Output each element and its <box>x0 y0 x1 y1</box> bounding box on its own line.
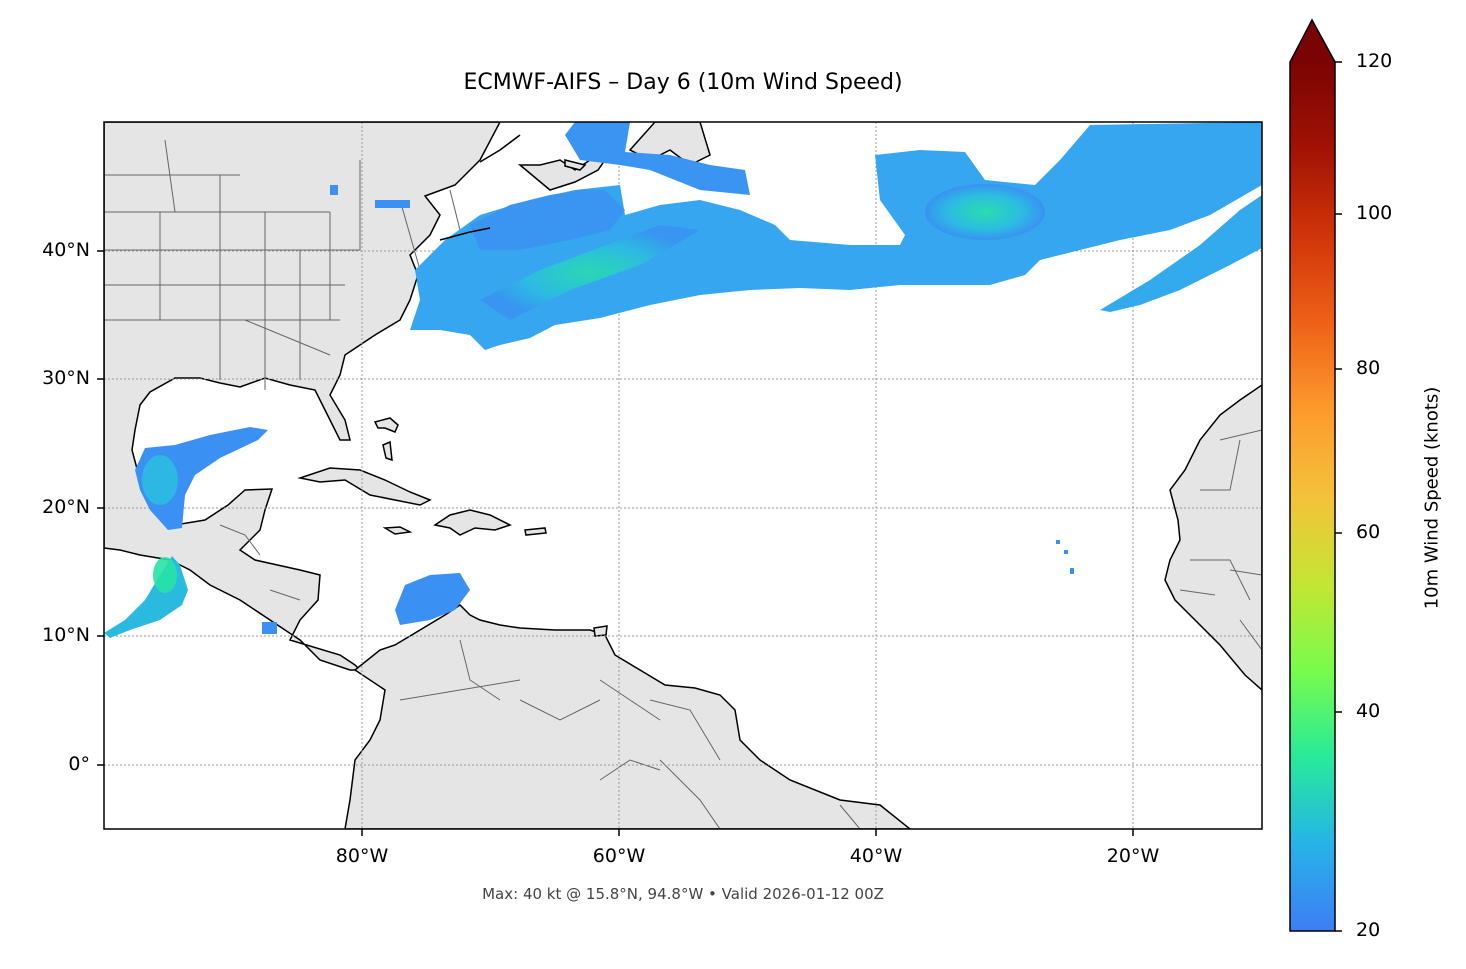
colorbar-fill <box>1290 62 1335 931</box>
axis-ticks <box>97 250 1134 836</box>
colorbar-tick-80: 80 <box>1356 357 1381 379</box>
cuba-land <box>297 467 432 506</box>
coastlines <box>439 134 521 241</box>
colorbar <box>1289 18 1342 932</box>
wind-area-gulf-core <box>142 455 178 505</box>
footer-caption: Max: 40 kt @ 15.8°N, 94.8°W • Valid 2026… <box>482 885 884 903</box>
wind-area-core-2 <box>925 184 1045 240</box>
wind-area-tehuantepec-core <box>153 557 177 593</box>
lat-label-40n: 40°N <box>42 239 90 261</box>
africa-land <box>1164 384 1262 692</box>
lat-label-30n: 30°N <box>42 367 90 389</box>
colorbar-extend-arrow <box>1290 20 1335 62</box>
wind-area-small-2 <box>375 200 410 208</box>
wind-area-gulf-of-mexico <box>135 427 268 530</box>
wind-area-speck-1 <box>1056 540 1060 544</box>
jamaica-land <box>382 526 413 535</box>
colorbar-tick-60: 60 <box>1356 521 1381 543</box>
wind-speed-field <box>104 122 1262 638</box>
lon-label-20w: 20°W <box>1106 845 1160 867</box>
colorbar-label: 10m Wind Speed (knots) <box>1421 386 1443 610</box>
wind-area-small-3 <box>330 185 338 195</box>
trinidad-land <box>593 625 608 637</box>
colorbar-tick-20: 20 <box>1356 919 1381 941</box>
state-borders <box>104 139 1262 829</box>
lat-label-20n: 20°N <box>42 496 90 518</box>
wind-area-core-1 <box>480 225 700 320</box>
colorbar-tick-120: 120 <box>1356 50 1393 72</box>
wind-area-africa-streak <box>1100 195 1262 312</box>
bahamas-land <box>373 417 399 433</box>
wind-area-nova-scotia <box>470 190 625 250</box>
wind-area-caribbean <box>395 573 470 625</box>
wind-area-small-1 <box>262 622 277 634</box>
wind-area-gulf-st-lawrence <box>565 122 750 195</box>
bahamas-land-2 <box>382 440 393 462</box>
hispaniola-land <box>433 509 512 536</box>
colorbar-tick-40: 40 <box>1356 700 1381 722</box>
map-title: ECMWF-AIFS – Day 6 (10m Wind Speed) <box>463 70 903 95</box>
map-frame <box>103 121 1263 830</box>
lat-label-10n: 10°N <box>42 624 90 646</box>
lon-label-80w: 80°W <box>335 845 389 867</box>
colorbar-tick-100: 100 <box>1356 202 1393 224</box>
land-areas <box>104 122 1262 829</box>
lon-label-40w: 40°W <box>849 845 903 867</box>
wind-area-speck-2 <box>1064 550 1068 554</box>
south-america-land <box>344 604 912 829</box>
wind-area-speck-3 <box>1070 568 1074 574</box>
puerto-rico-land <box>524 527 547 536</box>
lat-label-0: 0° <box>68 753 90 775</box>
pei-land <box>564 159 587 171</box>
lon-label-60w: 60°W <box>592 845 646 867</box>
wind-area-north-atlantic <box>410 122 1262 350</box>
